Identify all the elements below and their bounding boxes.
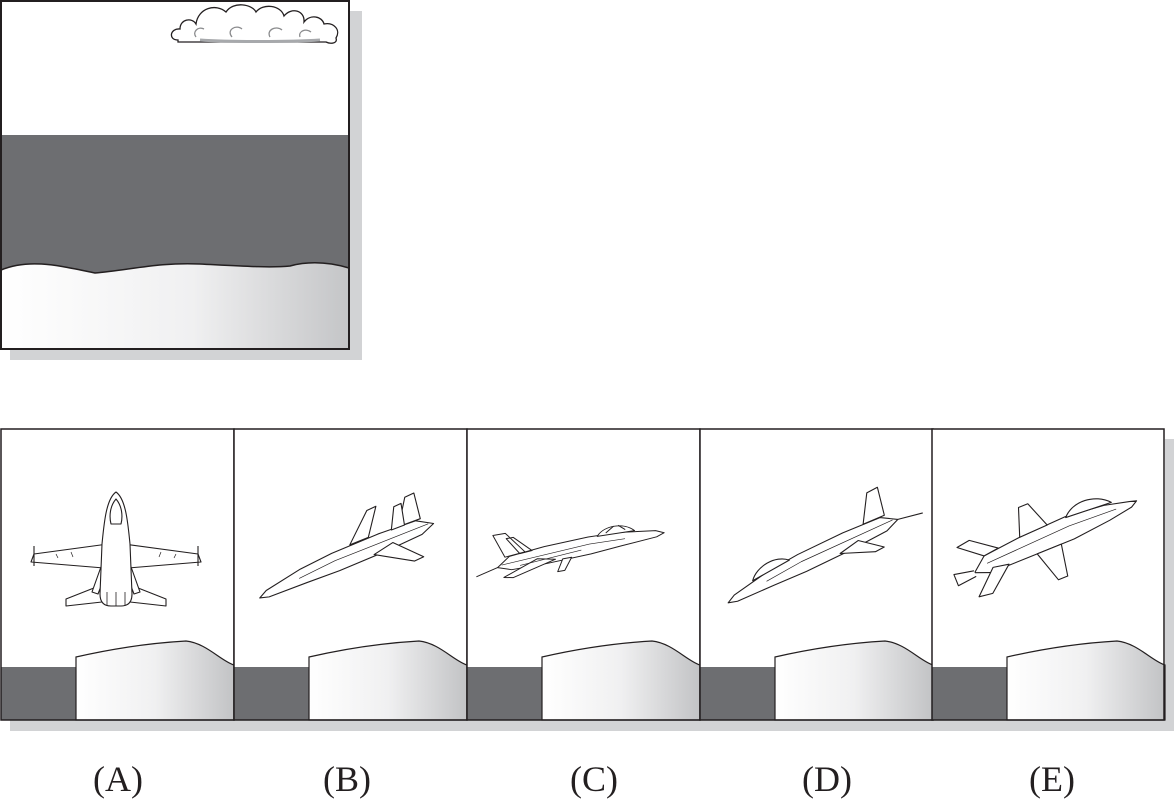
frame xyxy=(0,0,350,350)
option-label-b[interactable]: (B) xyxy=(323,759,371,799)
option-panel-d[interactable] xyxy=(699,428,934,721)
option-label-d[interactable]: (D) xyxy=(802,759,852,799)
panel-e-frame xyxy=(931,428,1165,721)
fighter-jet-icon xyxy=(953,498,1138,598)
fighter-jet-icon xyxy=(30,491,202,607)
options-strip xyxy=(0,428,1174,731)
option-label-e[interactable]: (E) xyxy=(1029,759,1075,799)
option-panel-b[interactable] xyxy=(233,428,468,721)
reference-scene xyxy=(0,0,362,360)
option-panel-e[interactable] xyxy=(931,428,1166,721)
option-panel-c[interactable] xyxy=(466,428,701,721)
beach xyxy=(0,262,350,350)
sea xyxy=(1,135,349,275)
option-label-c[interactable]: (C) xyxy=(570,759,618,799)
option-label-a[interactable]: (A) xyxy=(93,759,143,799)
fighter-jet-icon xyxy=(727,486,923,604)
cloud-icon xyxy=(170,4,339,44)
fighter-jet-icon xyxy=(259,492,435,599)
option-panel-a[interactable] xyxy=(0,428,235,721)
